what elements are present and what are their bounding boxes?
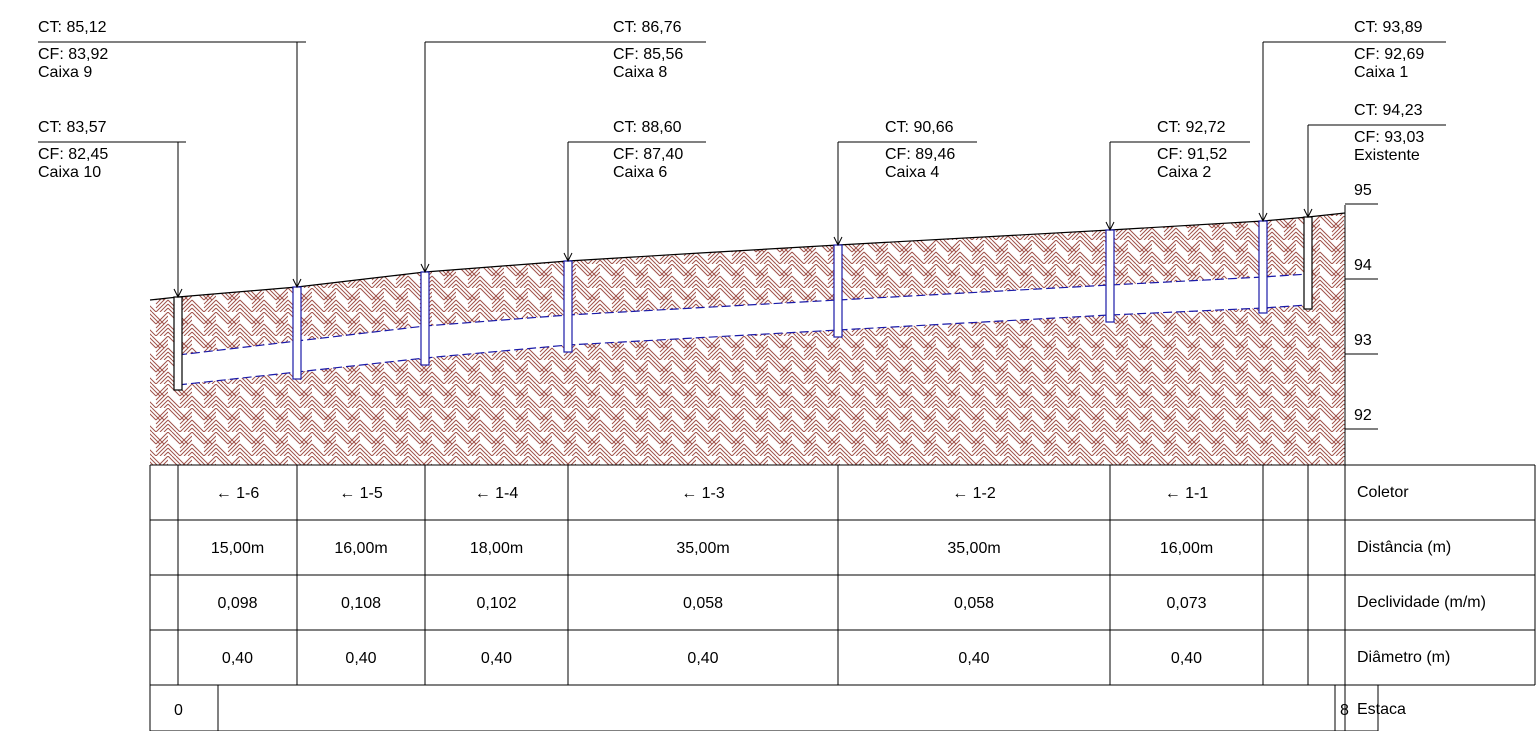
manhole-shaft — [420, 271, 430, 366]
ct-label: CT: 92,72 — [1157, 119, 1226, 136]
manhole-shaft — [292, 286, 302, 380]
cf-label: CF: 87,40 — [613, 146, 683, 163]
cell-declividade: 0,058 — [954, 595, 994, 612]
ct-label: CT: 86,76 — [613, 19, 682, 36]
cell-coletor: ← 1-5 — [339, 485, 383, 502]
cell-distancia: 35,00m — [676, 540, 729, 557]
cell-declividade: 0,098 — [217, 595, 257, 612]
profile-table: ← 1-6 15,00m 0,098 0,40 ← 1-5 16,00m 0,108 0,40… — [149, 464, 1536, 731]
arrow-down-icon — [173, 288, 183, 299]
row-label: Diâmetro (m) — [1357, 649, 1450, 666]
cell-coletor: ← 1-1 — [1165, 485, 1209, 502]
elevation-scale: 95 94 93 92 — [1344, 182, 1378, 465]
arrow-down-icon — [1258, 212, 1268, 223]
arrow-down-icon — [1105, 221, 1115, 232]
cell-diametro: 0,40 — [345, 650, 376, 667]
cell-distancia: 16,00m — [1160, 540, 1213, 557]
ct-label: CT: 90,66 — [885, 119, 954, 136]
ground-surface-line — [149, 212, 1346, 301]
manhole-name: Existente — [1354, 147, 1420, 164]
scale-label: 95 — [1354, 182, 1372, 199]
manhole-name: Caixa 8 — [613, 64, 667, 81]
pipe-crown-line — [177, 273, 1309, 356]
cell-diametro: 0,40 — [687, 650, 718, 667]
cell-coletor: ← 1-2 — [952, 485, 996, 502]
scale-label: 93 — [1354, 332, 1372, 349]
manhole-shaft — [833, 244, 843, 338]
cell-distancia: 35,00m — [947, 540, 1000, 557]
row-label: Coletor — [1357, 484, 1409, 501]
manhole-name: Caixa 2 — [1157, 164, 1211, 181]
cf-label: CF: 82,45 — [38, 146, 108, 163]
cell-declividade: 0,058 — [683, 595, 723, 612]
ct-label: CT: 93,89 — [1354, 19, 1423, 36]
estaca-start: 0 — [174, 702, 183, 719]
cell-declividade: 0,102 — [476, 595, 516, 612]
manhole-name: Caixa 10 — [38, 164, 101, 181]
cell-distancia: 15,00m — [211, 540, 264, 557]
pipe-invert-line — [177, 304, 1309, 386]
cell-diametro: 0,40 — [1171, 650, 1202, 667]
cf-label: CF: 89,46 — [885, 146, 955, 163]
scale-label: 92 — [1354, 407, 1372, 424]
manhole-name: Caixa 6 — [613, 164, 667, 181]
cf-label: CF: 92,69 — [1354, 46, 1424, 63]
cf-label: CF: 91,52 — [1157, 146, 1227, 163]
manhole-shaft — [173, 296, 183, 391]
cell-distancia: 16,00m — [334, 540, 387, 557]
cell-diametro: 0,40 — [222, 650, 253, 667]
cell-distancia: 18,00m — [470, 540, 523, 557]
ct-label: CT: 94,23 — [1354, 102, 1423, 119]
arrow-down-icon — [833, 236, 843, 247]
cf-label: CF: 93,03 — [1354, 129, 1424, 146]
manhole-shaft — [1105, 229, 1115, 323]
cell-declividade: 0,108 — [341, 595, 381, 612]
manhole-shaft — [563, 260, 573, 353]
cf-label: CF: 83,92 — [38, 46, 108, 63]
arrow-down-icon — [420, 263, 430, 274]
soil-hatched-area — [150, 213, 1345, 465]
ct-label: CT: 88,60 — [613, 119, 682, 136]
manhole-name: Caixa 1 — [1354, 64, 1408, 81]
cell-diametro: 0,40 — [958, 650, 989, 667]
pipe-trench — [178, 274, 1308, 385]
manhole-shaft — [1258, 220, 1268, 314]
arrow-down-icon — [563, 252, 573, 263]
cell-diametro: 0,40 — [481, 650, 512, 667]
cell-declividade: 0,073 — [1166, 595, 1206, 612]
arrow-down-icon — [292, 278, 302, 289]
scale-label: 94 — [1354, 257, 1372, 274]
row-label: Distância (m) — [1357, 539, 1451, 556]
ct-label: CT: 83,57 — [38, 119, 107, 136]
arrow-down-icon — [1303, 208, 1313, 219]
manhole-name: Caixa 9 — [38, 64, 92, 81]
row-label: Estaca — [1357, 701, 1406, 718]
ct-label: CT: 85,12 — [38, 19, 107, 36]
cell-coletor: ← 1-6 — [216, 485, 260, 502]
cell-coletor: ← 1-3 — [681, 485, 725, 502]
row-label: Declividade (m/m) — [1357, 594, 1486, 611]
manhole-name: Caixa 4 — [885, 164, 939, 181]
manhole-shaft — [1303, 216, 1313, 310]
cell-coletor: ← 1-4 — [475, 485, 519, 502]
cf-label: CF: 85,56 — [613, 46, 683, 63]
estaca-end: 8 — [1340, 702, 1349, 719]
